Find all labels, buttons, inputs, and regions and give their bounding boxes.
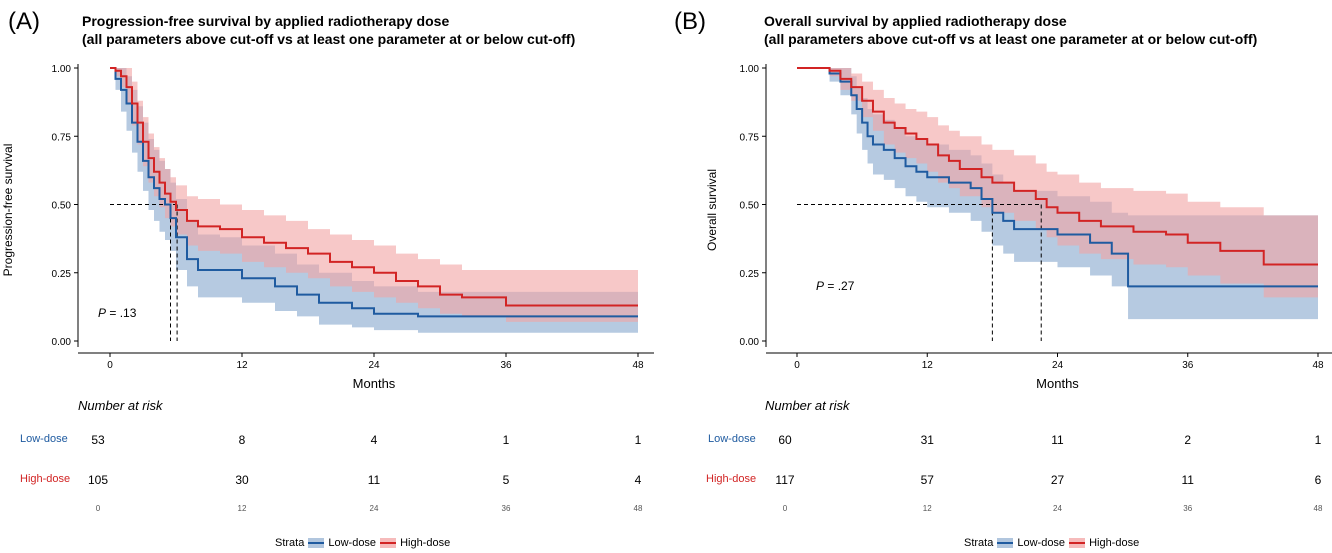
risk-time-tick: 12 [922, 504, 932, 513]
chart-title: Overall survival by applied radiotherapy… [764, 12, 1257, 48]
risk-count-high: 30 [235, 473, 249, 487]
p-value-text: = .27 [824, 279, 855, 293]
y-tick-label: 0.75 [52, 132, 72, 143]
legend-label-high: High-dose [400, 537, 451, 549]
chart-title-line-2: (all parameters above cut-off vs at leas… [764, 31, 1258, 47]
y-tick-label: 0.50 [52, 201, 72, 212]
legend-title: Strata [964, 537, 994, 549]
risk-count-low: 1 [502, 433, 510, 447]
risk-time-tick: 24 [1053, 504, 1062, 513]
survival-curve-high [110, 67, 638, 307]
legend: Strata Low-dose High-dose [275, 537, 450, 549]
x-tick-label: 0 [107, 360, 113, 371]
risk-count-high: 57 [920, 473, 934, 487]
risk-label-low: Low-dose [20, 433, 68, 445]
risk-time-tick: 36 [501, 504, 511, 513]
risk-count-high: 27 [1050, 473, 1065, 487]
risk-count-low: 2 [1184, 433, 1192, 447]
survival-curve-high [797, 67, 1318, 266]
risk-count-low: 11 [1051, 433, 1064, 447]
risk-time-tick: 36 [1183, 504, 1193, 513]
chart-title-line-2: (all parameters above cut-off vs at leas… [82, 31, 576, 47]
risk-count-low: 60 [778, 433, 792, 447]
legend-label-low: Low-dose [328, 537, 377, 549]
legend-label-low: Low-dose [1017, 537, 1066, 549]
risk-table-title: Number at risk [78, 398, 163, 413]
chart-title-line-1: Progression-free survival by applied rad… [82, 13, 450, 29]
panel-letter: (A) [8, 8, 40, 35]
survival-curve-low [797, 67, 1318, 288]
risk-count-high: 105 [87, 473, 109, 487]
chart-title-line-1: Overall survival by applied radiotherapy… [764, 13, 1067, 29]
risk-count-low: 4 [370, 433, 378, 447]
risk-label-high: High-dose [20, 473, 71, 485]
y-tick-label: 0.50 [740, 201, 760, 212]
y-tick-label: 0.00 [740, 337, 760, 348]
risk-time-tick: 48 [633, 504, 643, 513]
risk-count-high: 6 [1314, 473, 1322, 487]
y-tick-label: 0.25 [740, 269, 760, 280]
risk-table-title: Number at risk [765, 398, 850, 413]
x-tick-label: 24 [1052, 360, 1064, 371]
legend-label-high: High-dose [1089, 537, 1140, 549]
risk-count-low: 1 [634, 433, 642, 447]
chart-title: Progression-free survival by applied rad… [82, 12, 575, 48]
x-tick-label: 36 [500, 360, 512, 371]
risk-time-tick: 0 [782, 504, 788, 513]
risk-label-low: Low-dose [708, 433, 756, 445]
risk-count-high: 5 [502, 473, 510, 487]
x-axis-label: Months [352, 376, 396, 391]
risk-label-high: High-dose [706, 473, 757, 485]
risk-time-tick: 24 [369, 504, 379, 513]
x-tick-label: 12 [922, 360, 934, 371]
y-tick-label: 0.75 [740, 132, 760, 143]
legend-title: Strata [275, 537, 305, 549]
panel-letter: (B) [674, 8, 706, 35]
km-plot: 0.00 0.25 0.50 0.75 1.00 0 12 24 36 48 [740, 64, 1332, 371]
risk-time-tick: 48 [1313, 504, 1323, 513]
panel-b: (B) Overall survival by applied radiothe… [666, 0, 1332, 553]
x-tick-label: 36 [1182, 360, 1194, 371]
p-value-symbol: P [98, 306, 107, 320]
x-tick-label: 12 [236, 360, 248, 371]
ci-band-high [110, 68, 638, 325]
legend-key-low [997, 538, 1014, 548]
ci-band-low [110, 68, 638, 333]
legend-key-high [380, 538, 397, 548]
p-value-text: = .13 [106, 306, 137, 320]
risk-count-low: 53 [91, 433, 105, 447]
legend: Strata Low-dose High-dose [964, 537, 1139, 549]
legend-key-low [308, 538, 325, 548]
x-tick-label: 48 [1312, 360, 1324, 371]
km-plot: 0.00 0.25 0.50 0.75 1.00 0 12 24 36 48 [52, 64, 654, 371]
risk-count-low: 31 [920, 433, 934, 447]
x-tick-label: 0 [794, 360, 800, 371]
risk-count-high: 11 [1181, 473, 1194, 487]
risk-count-high: 117 [775, 473, 795, 487]
x-axis-label: Months [1036, 376, 1079, 391]
y-tick-label: 1.00 [52, 64, 72, 75]
p-value: P = .27 [816, 279, 854, 293]
y-tick-label: 0.25 [52, 269, 72, 280]
y-tick-label: 0.00 [52, 337, 72, 348]
risk-time-tick: 0 [95, 504, 101, 513]
y-tick-label: 1.00 [740, 64, 760, 75]
risk-count-low: 8 [238, 433, 246, 447]
risk-count-high: 11 [367, 473, 381, 487]
risk-count-high: 4 [634, 473, 642, 487]
risk-count-low: 1 [1314, 433, 1322, 447]
p-value-symbol: P [816, 279, 825, 293]
survival-curve-low [110, 67, 638, 318]
x-tick-label: 48 [632, 360, 644, 371]
p-value: P = .13 [98, 306, 136, 320]
risk-time-tick: 12 [237, 504, 247, 513]
legend-key-high [1069, 538, 1086, 548]
x-tick-label: 24 [368, 360, 380, 371]
panel-a: (A) Progression-free survival by applied… [1, 8, 654, 549]
